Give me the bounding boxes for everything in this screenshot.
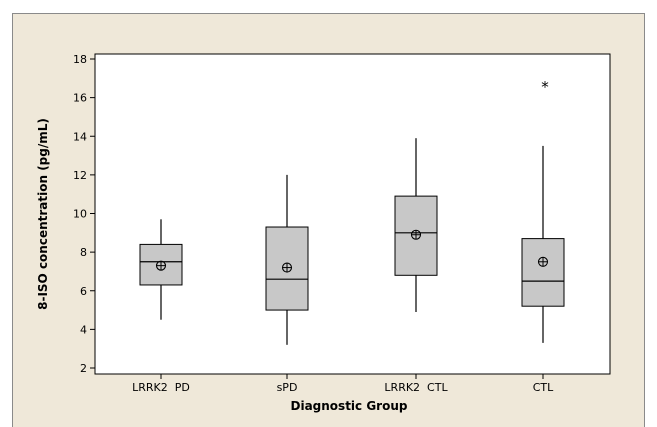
box-group: * (521, 78, 565, 343)
box-group (394, 138, 438, 312)
y-tick-label: 10 (73, 208, 87, 221)
y-axis-title: 8-ISO concentration (pg/mL) (36, 118, 50, 310)
box-series: * (139, 78, 565, 345)
y-tick-label: 2 (80, 362, 87, 375)
x-axis-title: Diagnostic Group (291, 399, 408, 413)
x-axis: LRRK2 PD sPD LRRK2 CTL CTL (132, 374, 554, 394)
iqr-box (521, 238, 565, 307)
y-axis: 2 4 6 8 10 12 14 16 18 (73, 53, 95, 375)
y-tick-label: 16 (73, 92, 87, 105)
y-tick-label: 4 (80, 323, 87, 336)
y-tick-label: 14 (73, 130, 87, 143)
x-tick-label: LRRK2 CTL (384, 381, 448, 394)
plot-area (94, 53, 611, 375)
y-tick-label: 18 (73, 53, 87, 66)
box-group (265, 174, 309, 345)
x-tick-label: CTL (533, 381, 554, 394)
x-tick-label: sPD (277, 381, 298, 394)
outlier-marker: * (541, 78, 549, 96)
y-tick-label: 8 (80, 246, 87, 259)
box-group (139, 219, 183, 320)
x-tick-label: LRRK2 PD (132, 381, 190, 394)
y-tick-label: 12 (73, 169, 87, 182)
y-tick-label: 6 (80, 285, 87, 298)
